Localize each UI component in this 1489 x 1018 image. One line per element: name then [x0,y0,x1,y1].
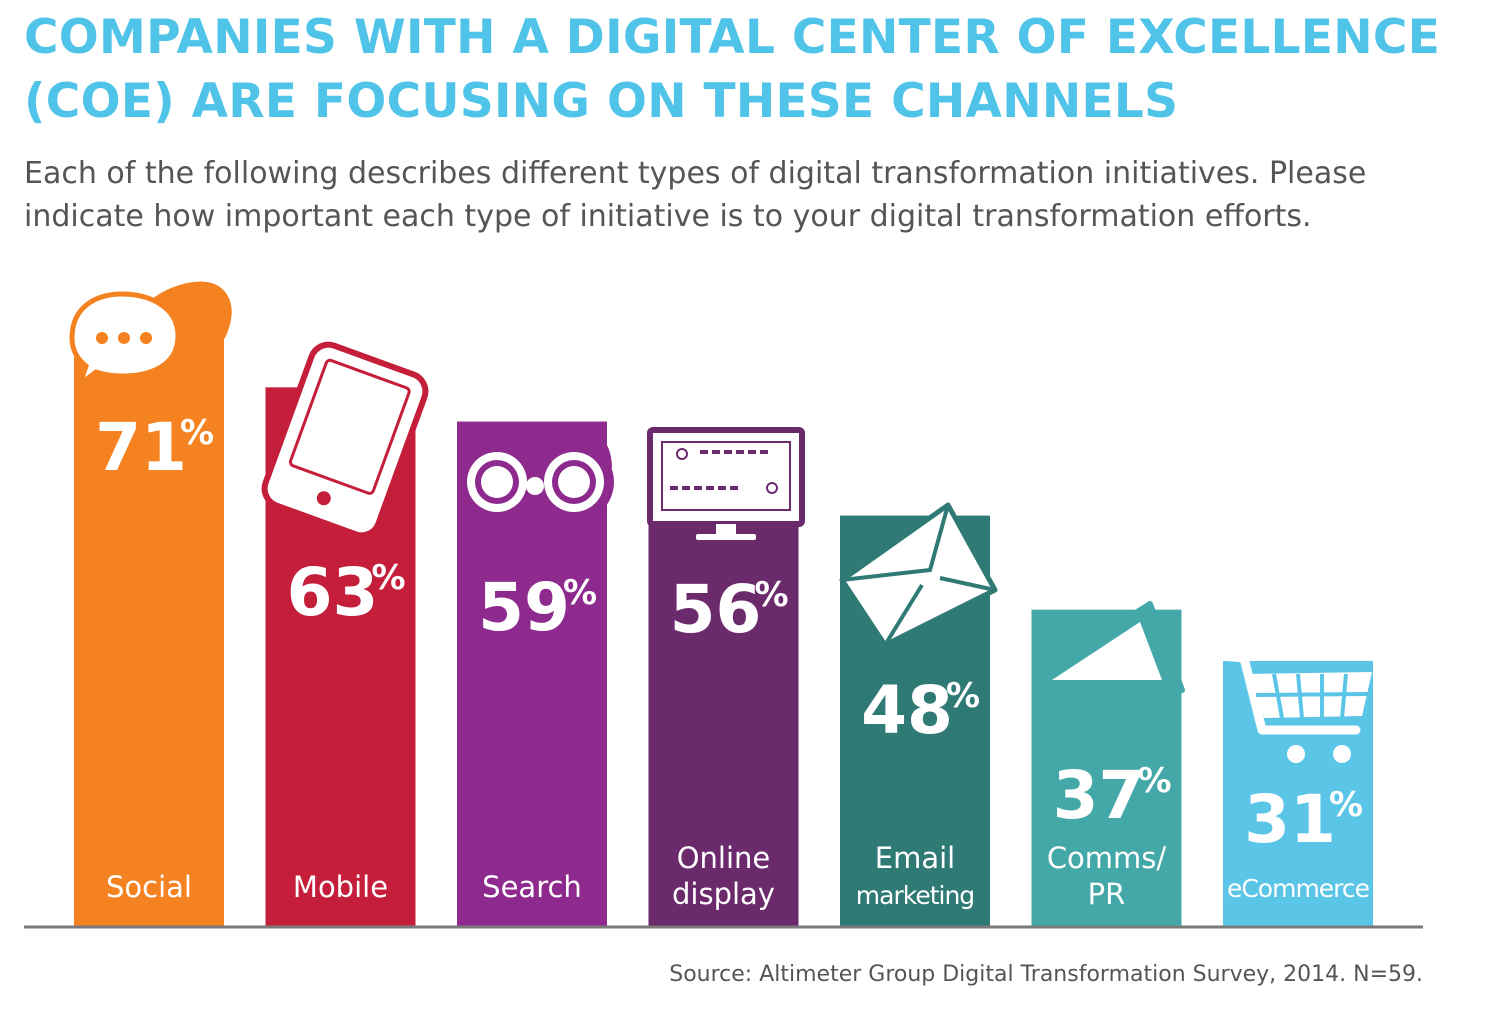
category-label: marketing [856,881,974,910]
category-label: Comms/ [1047,841,1167,875]
lens-glass-right [558,466,590,498]
chat-mark [760,450,768,454]
bar-group: 59% Search [457,421,614,926]
chat-mark [724,450,732,454]
percent-sign: % [754,575,788,615]
chat-mark [748,450,756,454]
category-label: Email [875,841,955,875]
value-label: 37 [1053,757,1145,834]
envelope-flap [841,504,950,582]
bar-group: 71% Social [69,281,232,926]
lens-glass-left [481,466,513,498]
monitor-stand [696,534,756,540]
chat-mark [706,486,714,490]
megaphone-handle [1075,699,1130,734]
chat-mark [736,450,744,454]
source-note: Source: Altimeter Group Digital Transfor… [669,962,1423,987]
percent-sign: % [1329,785,1363,825]
percent-sign: % [180,413,214,453]
envelope-fold [883,576,996,647]
subtitle-line-1: Each of the following describes differen… [24,156,1367,191]
chart-subtitle: Each of the following describes differen… [24,152,1464,238]
user-avatar [766,482,778,494]
binoculars-hinge [526,477,544,495]
value-label: 63 [287,554,379,631]
title-line-1: COMPANIES WITH A DIGITAL CENTER OF EXCEL… [24,10,1441,65]
bar-group: 48% Email marketing [839,502,998,926]
chat-mark [700,450,708,454]
subtitle-line-2: indicate how important each type of init… [24,199,1312,234]
chat-mark [694,486,702,490]
chat-mark [730,486,738,490]
bar [74,318,224,926]
percent-sign: % [1137,761,1171,801]
bubble-dot [140,332,152,344]
cart-wheel [1287,745,1305,763]
bubble-dot [96,332,108,344]
category-label: Search [482,870,582,904]
value-label: 56 [670,571,762,648]
phone-button [316,491,331,506]
user-avatar [676,448,688,460]
chat-mark [670,486,678,490]
category-label: display [672,877,775,911]
chat-mark [682,486,690,490]
bubble-dot [118,332,130,344]
category-label: PR [1088,877,1126,911]
chat-mark [718,486,726,490]
category-label: Mobile [293,870,388,904]
bar-group: 37% Comms/PR [1031,601,1185,926]
percent-sign: % [563,573,597,613]
title-line-2: (COE) ARE FOCUSING ON THESE CHANNELS [24,74,1179,129]
cart-handle [1217,651,1361,735]
cart-grid [1255,692,1369,697]
value-label: 59 [478,569,570,646]
category-label: eCommerce [1227,874,1370,903]
chat-mark [712,450,720,454]
cart-wheel [1333,745,1351,763]
phone-screen [288,358,411,495]
percent-sign: % [371,558,405,598]
value-label: 48 [861,672,953,749]
category-label: Online [677,841,771,875]
value-label: 71 [95,409,187,486]
percent-sign: % [946,676,980,716]
monitor-neck [716,524,736,536]
chart-title: COMPANIES WITH A DIGITAL CENTER OF EXCEL… [24,6,1464,134]
category-label: Social [106,870,192,904]
value-label: 31 [1244,781,1336,858]
megaphone-inner [1052,622,1162,680]
bar-group: 63% Mobile [261,341,429,927]
bar-group: 31% eCommerce [1217,651,1373,926]
